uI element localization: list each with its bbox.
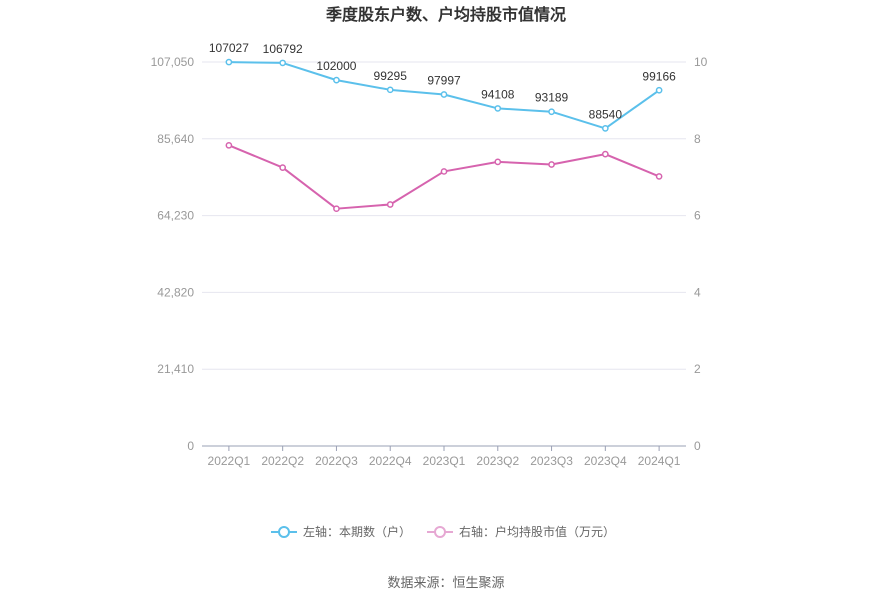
- series-layer: 107027 106792 102000 99295 97997 94108 93189 88…: [209, 41, 676, 213]
- data-point-left: [655, 86, 663, 94]
- x-tick-label: 2023Q1: [423, 454, 466, 468]
- data-label-left: 97997: [427, 73, 461, 87]
- data-label-left: 102000: [316, 59, 356, 73]
- x-tick-label: 2023Q3: [530, 454, 573, 468]
- left-tick-label: 85,640: [157, 132, 194, 146]
- right-tick-label: 10: [694, 55, 708, 69]
- x-tick-label: 2024Q1: [638, 454, 681, 468]
- left-tick-label: 107,050: [151, 55, 195, 69]
- data-label-left: 99295: [374, 69, 408, 83]
- legend-label-right: 右轴：户均持股市值（万元）: [459, 524, 615, 539]
- data-point-left: [601, 125, 609, 132]
- chart-title: 季度股东户数、户均持股市值情况: [325, 5, 566, 24]
- series-right: [225, 141, 663, 213]
- left-tick-label: 21,410: [157, 362, 194, 376]
- data-point-left: [494, 105, 502, 112]
- data-point-right: [548, 161, 555, 168]
- data-point-left: [386, 86, 394, 94]
- data-point-left: [225, 58, 233, 66]
- x-axis: 2022Q1 2022Q2 2022Q3 2022Q4 2023Q1 2023Q2 2023…: [202, 445, 686, 468]
- data-point-right: [655, 173, 663, 180]
- right-tick-label: 4: [694, 285, 701, 299]
- right-tick-label: 6: [694, 209, 701, 223]
- x-tick-label: 2022Q4: [369, 454, 412, 468]
- series-left: 107027 106792 102000 99295 97997 94108 93189 88…: [209, 41, 676, 132]
- x-tick-label: 2022Q2: [261, 454, 304, 468]
- data-label-left: 107027: [209, 41, 249, 55]
- legend: 左轴：本期数（户） 右轴：户均持股市值（万元）: [271, 524, 615, 539]
- legend-item-right[interactable]: 右轴：户均持股市值（万元）: [427, 524, 615, 539]
- x-tick-label: 2023Q4: [584, 454, 627, 468]
- x-tick-label: 2022Q3: [315, 454, 358, 468]
- left-axis-ticks: 0 21,410 42,820 64,230 85,640 107,050: [151, 55, 195, 453]
- left-tick-label: 64,230: [157, 209, 194, 223]
- source-note: 数据来源：恒生聚源: [387, 576, 504, 591]
- x-tick-label: 2023Q2: [476, 454, 519, 468]
- data-point-right: [601, 150, 609, 158]
- data-point-right: [440, 168, 448, 175]
- legend-marker-right: [434, 526, 446, 538]
- x-tick-label: 2022Q1: [208, 454, 251, 468]
- data-label-left: 94108: [481, 87, 515, 101]
- data-point-left: [279, 59, 287, 67]
- data-point-right: [333, 205, 340, 213]
- legend-label-left: 左轴：本期数（户）: [303, 524, 411, 539]
- series-line-right: [228, 144, 660, 210]
- right-axis-ticks: 0 2 4 6 8 10: [694, 55, 708, 453]
- data-point-left: [440, 91, 448, 98]
- data-point-left: [548, 108, 555, 116]
- data-point-left: [333, 76, 340, 84]
- data-label-left: 106792: [263, 42, 303, 56]
- left-tick-label: 0: [187, 439, 194, 453]
- legend-marker-left: [278, 526, 290, 538]
- data-label-left: 88540: [589, 107, 623, 121]
- data-point-right: [494, 158, 502, 166]
- left-tick-label: 42,820: [157, 285, 194, 299]
- legend-item-left[interactable]: 左轴：本期数（户）: [271, 524, 411, 539]
- right-tick-label: 2: [694, 362, 701, 376]
- right-tick-label: 8: [694, 132, 701, 146]
- data-label-left: 93189: [535, 91, 569, 105]
- data-point-right: [279, 164, 287, 171]
- data-point-right: [386, 201, 394, 208]
- right-tick-label: 0: [694, 439, 701, 453]
- data-label-left: 99166: [642, 69, 676, 83]
- data-point-right: [225, 141, 233, 149]
